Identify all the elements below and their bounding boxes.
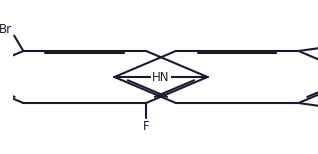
Text: F: F <box>143 120 149 133</box>
Text: HN: HN <box>152 71 170 83</box>
Text: Br: Br <box>0 23 11 36</box>
